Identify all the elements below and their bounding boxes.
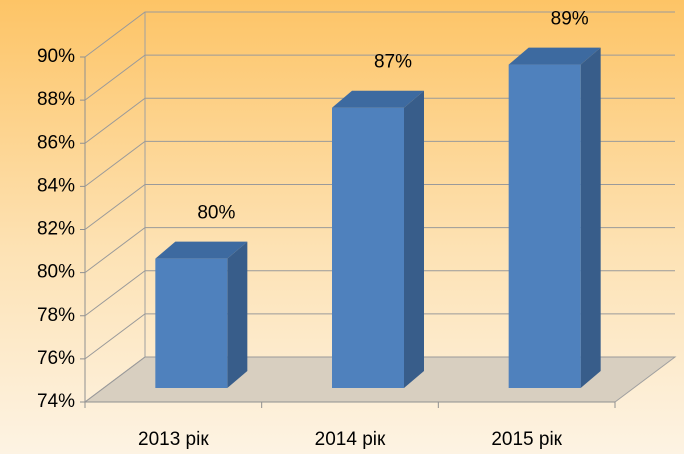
y-tick-label: 88% — [37, 89, 75, 110]
bar — [155, 258, 228, 388]
grid-line — [84, 313, 675, 360]
bar — [508, 64, 581, 388]
y-tick-label: 90% — [37, 46, 75, 67]
data-label: 87% — [374, 52, 412, 73]
y-tick-label: 76% — [37, 348, 75, 369]
grid-line — [84, 356, 675, 403]
grid-line — [84, 97, 675, 144]
bar-top — [508, 47, 601, 65]
x-tick-label: 2013 рік — [138, 429, 209, 450]
bar-side — [227, 241, 248, 388]
x-tick-label: 2014 рік — [315, 429, 386, 450]
grid-line — [84, 54, 675, 101]
grid-line — [84, 184, 675, 230]
data-label: 89% — [551, 9, 589, 30]
y-tick-label: 86% — [37, 132, 75, 153]
y-tick-label: 74% — [37, 391, 75, 412]
bar-side — [580, 47, 601, 388]
y-tick-label: 78% — [37, 305, 75, 326]
x-tick-label: 2015 рік — [491, 429, 562, 450]
y-tick-label: 82% — [37, 219, 75, 240]
bar-top — [155, 241, 248, 259]
grid-line — [84, 270, 675, 317]
grid-line — [84, 11, 675, 58]
bar — [332, 107, 404, 388]
y-tick-label: 84% — [37, 175, 75, 196]
grid-line — [84, 140, 675, 187]
bar-top — [332, 90, 424, 108]
grid-line — [84, 227, 675, 274]
bar-side — [404, 90, 424, 388]
data-label: 80% — [197, 203, 235, 224]
y-tick-label: 80% — [37, 262, 75, 283]
